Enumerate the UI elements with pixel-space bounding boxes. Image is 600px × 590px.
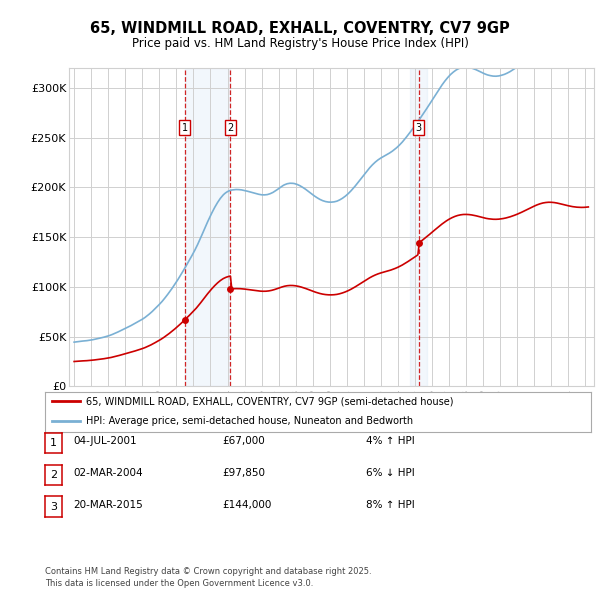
Text: 4% ↑ HPI: 4% ↑ HPI — [366, 437, 415, 446]
Text: Contains HM Land Registry data © Crown copyright and database right 2025.
This d: Contains HM Land Registry data © Crown c… — [45, 567, 371, 588]
Text: Price paid vs. HM Land Registry's House Price Index (HPI): Price paid vs. HM Land Registry's House … — [131, 37, 469, 50]
Text: 3: 3 — [50, 502, 57, 512]
Bar — [185, 68, 230, 386]
Text: 8% ↑ HPI: 8% ↑ HPI — [366, 500, 415, 510]
Text: 3: 3 — [416, 123, 422, 133]
Text: 65, WINDMILL ROAD, EXHALL, COVENTRY, CV7 9GP: 65, WINDMILL ROAD, EXHALL, COVENTRY, CV7… — [90, 21, 510, 35]
Text: 6% ↓ HPI: 6% ↓ HPI — [366, 468, 415, 478]
Text: £144,000: £144,000 — [222, 500, 271, 510]
Text: 02-MAR-2004: 02-MAR-2004 — [73, 468, 143, 478]
Text: HPI: Average price, semi-detached house, Nuneaton and Bedworth: HPI: Average price, semi-detached house,… — [86, 417, 413, 427]
Text: £67,000: £67,000 — [222, 437, 265, 446]
Text: 1: 1 — [50, 438, 57, 448]
Text: 04-JUL-2001: 04-JUL-2001 — [73, 437, 137, 446]
Text: 2: 2 — [227, 123, 233, 133]
Text: 2: 2 — [50, 470, 57, 480]
Text: 65, WINDMILL ROAD, EXHALL, COVENTRY, CV7 9GP (semi-detached house): 65, WINDMILL ROAD, EXHALL, COVENTRY, CV7… — [86, 396, 454, 407]
Bar — [410, 68, 427, 386]
Text: 1: 1 — [182, 123, 188, 133]
Text: £97,850: £97,850 — [222, 468, 265, 478]
Text: 20-MAR-2015: 20-MAR-2015 — [73, 500, 143, 510]
